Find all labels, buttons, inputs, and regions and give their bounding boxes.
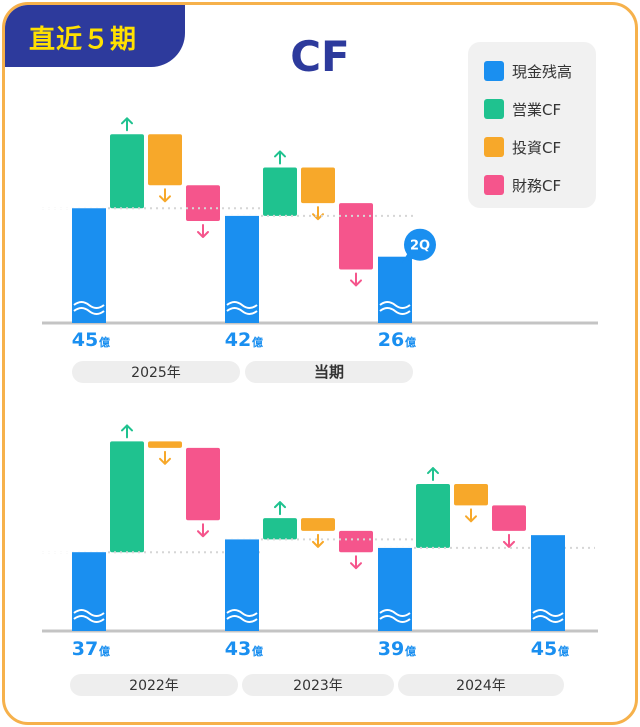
investing-down-arrow-icon (312, 533, 324, 548)
bar-break-wave (532, 609, 564, 617)
bar-break-wave (226, 301, 258, 309)
operating-up-arrow-icon (274, 501, 286, 516)
financing-down-arrow-icon (350, 555, 362, 570)
bar-break-wave (379, 609, 411, 617)
operating-up-arrow-icon (121, 117, 133, 132)
financing-bar (339, 530, 373, 553)
legend-label-investing: 投資CF (512, 138, 562, 157)
cash-unit-label: 億 (405, 335, 416, 349)
financing-bar (339, 203, 373, 270)
bar-break-wave-2 (226, 615, 258, 623)
financing-down-arrow-icon (503, 533, 515, 548)
period-label: 2024年 (456, 678, 506, 694)
cash-value-label: 26 (378, 329, 404, 351)
legend-label-financing: 財務CF (512, 176, 562, 195)
legend-item-cash: 現金残高 (484, 60, 572, 82)
investing-down-arrow-icon (159, 188, 171, 203)
bar-break-wave-2 (532, 615, 564, 623)
bar-break-wave-2 (379, 615, 411, 623)
cash-value-label: 43 (225, 638, 251, 660)
cash-value-label: 37 (72, 638, 98, 660)
legend-item-financing: 財務CF (484, 174, 561, 196)
period-label-pill (398, 674, 564, 696)
period-label-pill (245, 361, 413, 383)
cash-unit-label: 億 (405, 644, 416, 658)
investing-down-arrow-icon (312, 206, 324, 221)
legend-swatch-financing (484, 175, 504, 195)
period-label-pill (70, 674, 238, 696)
period-label-pill (242, 674, 394, 696)
legend: 現金残高 営業CF 投資CF 財務CF (468, 42, 596, 208)
operating-bar (110, 134, 144, 209)
legend-label-operating: 営業CF (512, 100, 562, 119)
period-label: 2023年 (293, 678, 343, 694)
financing-down-arrow-icon (197, 523, 209, 538)
financing-bar (492, 505, 526, 531)
bar-break-wave-2 (226, 307, 258, 315)
legend-swatch-cash (484, 61, 504, 81)
operating-up-arrow-icon (427, 467, 439, 482)
cash-value-label: 45 (72, 329, 98, 351)
investing-bar (148, 134, 182, 186)
quarter-tag-label: 2Q (410, 239, 430, 254)
financing-bar (186, 447, 220, 521)
financing-bar (186, 185, 220, 221)
badge-label: 直近５期 (29, 25, 138, 55)
bar-break-wave (379, 301, 411, 309)
legend-swatch-operating (484, 99, 504, 119)
period-label: 当期 (314, 363, 344, 381)
investing-bar (301, 167, 335, 204)
investing-down-arrow-icon (159, 450, 171, 465)
investing-down-arrow-icon (465, 508, 477, 523)
cash-unit-label: 億 (252, 644, 263, 658)
chart-title: CF (290, 32, 350, 81)
period-label: 2022年 (129, 678, 179, 694)
bar-break-wave-2 (379, 307, 411, 315)
operating-bar (263, 518, 297, 540)
recent-5-periods-badge: 直近５期 (5, 5, 185, 67)
investing-bar (148, 441, 182, 448)
investing-bar (454, 484, 488, 506)
investing-bar (301, 518, 335, 531)
bar-break-wave (226, 609, 258, 617)
cash-unit-label: 億 (99, 644, 110, 658)
bar-break-wave (73, 301, 105, 309)
financing-down-arrow-icon (350, 272, 362, 287)
cash-unit-label: 億 (99, 335, 110, 349)
bar-break-wave-2 (73, 307, 105, 315)
cash-unit-label: 億 (252, 335, 263, 349)
cash-value-label: 39 (378, 638, 404, 660)
quarter-tag-tail (402, 252, 416, 263)
operating-bar (416, 484, 450, 548)
bar-break-wave-2 (73, 615, 105, 623)
operating-bar (110, 441, 144, 553)
operating-bar (263, 167, 297, 216)
period-label: 2025年 (131, 365, 181, 381)
operating-up-arrow-icon (121, 424, 133, 439)
quarter-tag-bubble (404, 228, 436, 261)
legend-swatch-investing (484, 137, 504, 157)
operating-up-arrow-icon (274, 150, 286, 165)
legend-item-operating: 営業CF (484, 98, 561, 120)
cash-value-label: 42 (225, 329, 251, 351)
cash-unit-label: 億 (558, 644, 569, 658)
bar-break-wave (73, 609, 105, 617)
financing-down-arrow-icon (197, 224, 209, 238)
period-label-pill (72, 361, 240, 383)
legend-label-cash: 現金残高 (512, 62, 573, 81)
cash-value-label: 45 (531, 638, 557, 660)
legend-item-investing: 投資CF (484, 136, 561, 158)
